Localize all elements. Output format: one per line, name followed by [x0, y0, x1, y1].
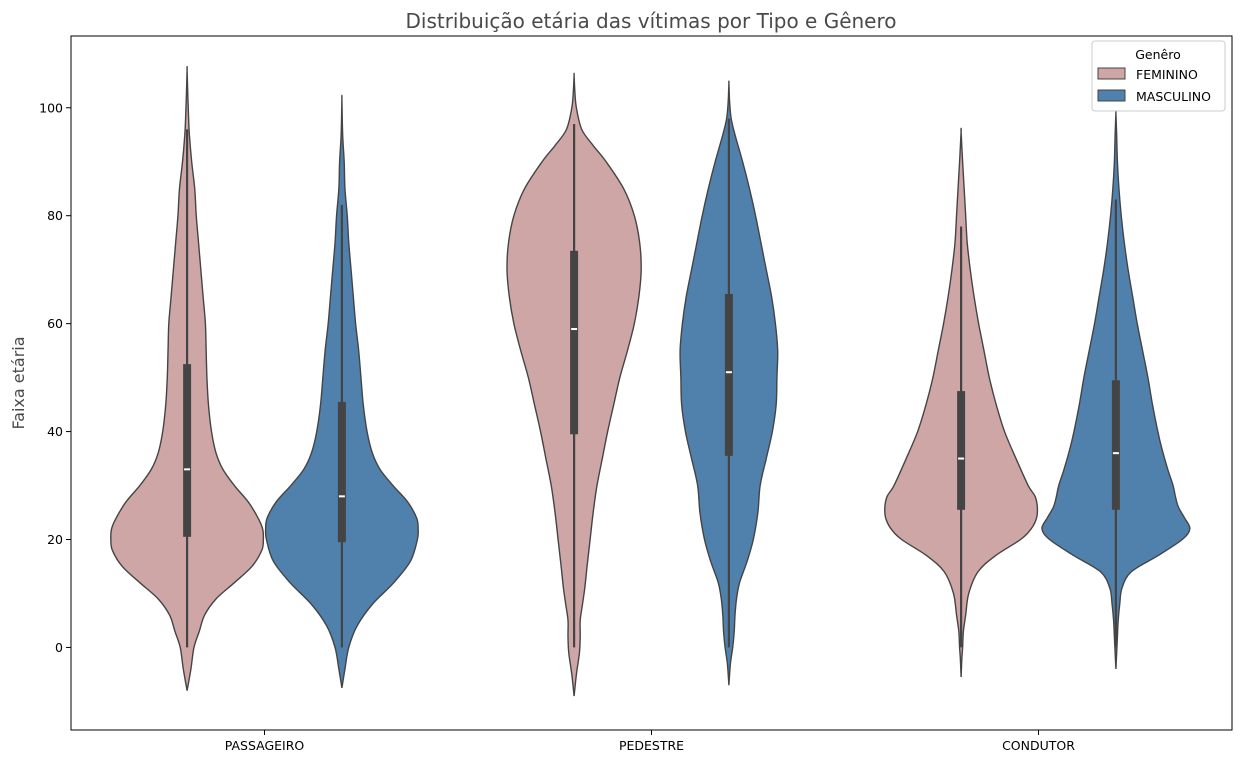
y-axis-label: Faixa etária [9, 336, 28, 429]
y-tick-label: 40 [47, 424, 63, 439]
iqr-box-feminino-pedestre [570, 250, 579, 435]
x-tick-label: PEDESTRE [619, 738, 684, 753]
x-tick-label: CONDUTOR [1002, 738, 1075, 753]
y-tick-label: 20 [47, 532, 63, 547]
median-marker-feminino-pedestre [571, 328, 578, 331]
y-axis: 0 20 40 60 80 100 [39, 100, 71, 655]
median-marker-feminino-passageiro [184, 468, 191, 471]
iqr-box-masculino-passageiro [337, 401, 346, 543]
median-marker-feminino-condutor [958, 457, 965, 460]
legend-label-feminino: FEMININO [1136, 67, 1198, 82]
y-tick-label: 0 [55, 640, 63, 655]
median-marker-masculino-condutor [1112, 452, 1119, 455]
violins-layer [110, 65, 1191, 697]
boxes-layer [183, 118, 1120, 648]
y-tick-label: 80 [47, 208, 63, 223]
legend-label-masculino: MASCULINO [1136, 89, 1211, 104]
iqr-box-masculino-pedestre [724, 293, 733, 456]
median-marker-masculino-passageiro [338, 495, 345, 498]
iqr-box-masculino-condutor [1111, 380, 1120, 510]
median-marker-masculino-pedestre [725, 371, 732, 374]
y-tick-label: 100 [39, 100, 63, 115]
legend-swatch-feminino [1097, 67, 1126, 80]
x-tick-label: PASSAGEIRO [225, 738, 305, 753]
legend: Genêro FEMININO MASCULINO [1091, 40, 1226, 112]
plot-frame [70, 35, 1233, 731]
legend-title: Genêro [1135, 47, 1181, 62]
legend-swatch-masculino [1097, 89, 1126, 102]
y-tick-label: 60 [47, 316, 63, 331]
x-axis: PASSAGEIRO PEDESTRE CONDUTOR [225, 730, 1075, 753]
iqr-box-feminino-passageiro [183, 364, 192, 537]
iqr-box-feminino-condutor [957, 391, 966, 510]
chart-title: Distribuição etária das vítimas por Tipo… [405, 9, 896, 33]
